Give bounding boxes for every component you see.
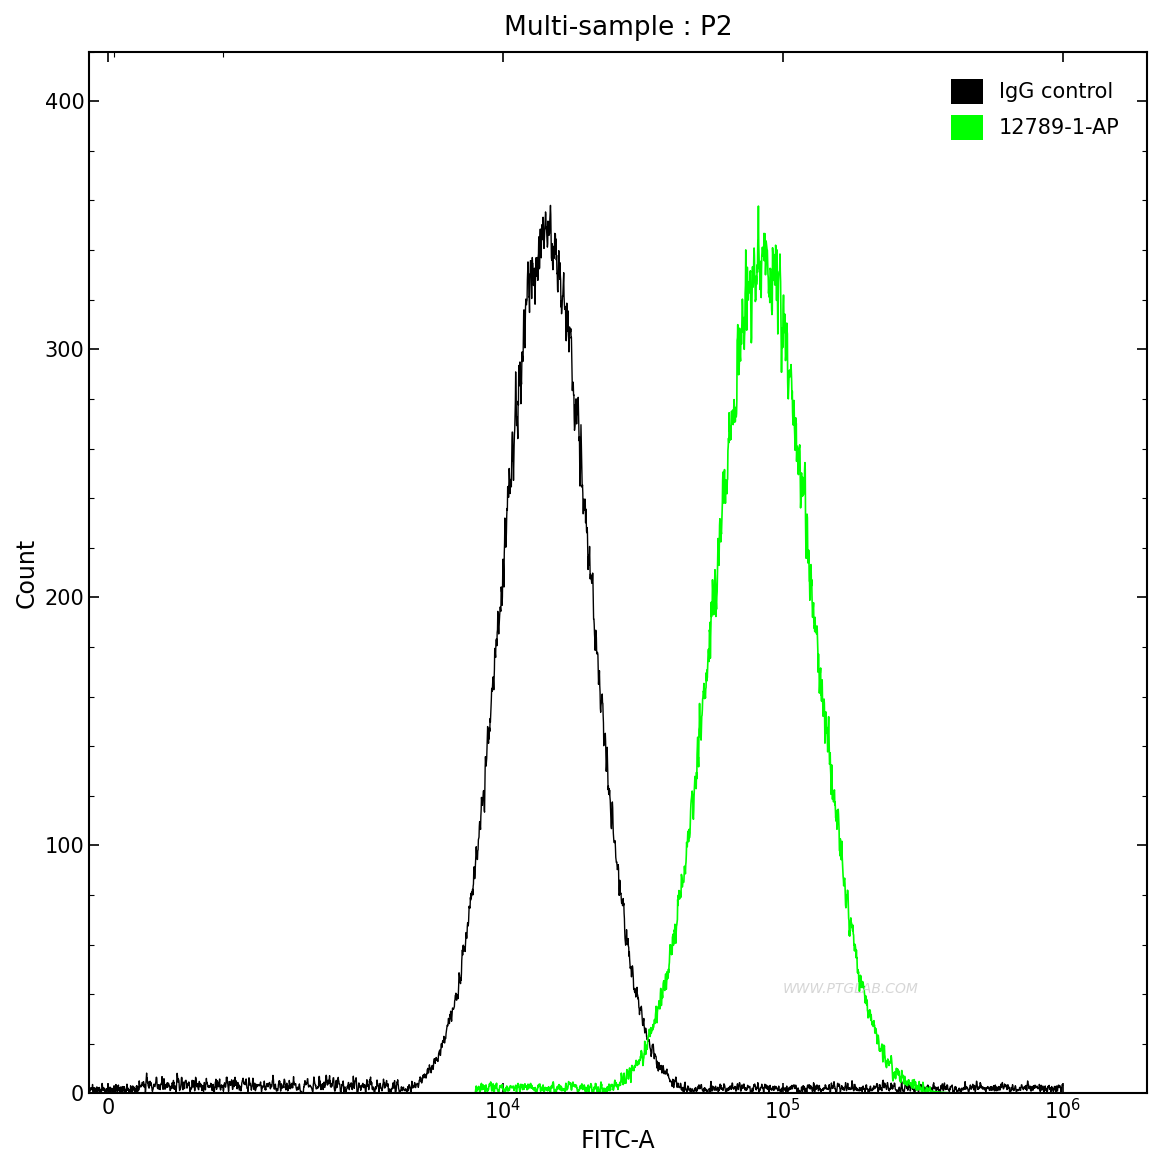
IgG control [290,1082,304,1096]
12789-1-AP [290,1086,304,1100]
12789-1-AP [985,1086,999,1100]
IgG control [963,1080,977,1094]
IgG control [985,1083,999,1097]
12789-1-AP [752,199,766,213]
Y-axis label: Count: Count [15,537,40,607]
12789-1-AP [272,1086,286,1100]
12789-1-AP [637,1051,651,1065]
IgG control [83,1079,96,1093]
X-axis label: FITC-A: FITC-A [581,1129,655,1153]
12789-1-AP [962,1086,976,1100]
Line: 12789-1-AP: 12789-1-AP [89,206,1063,1093]
Legend: IgG control, 12789-1-AP: IgG control, 12789-1-AP [934,62,1136,157]
IgG control [1056,1078,1070,1092]
IgG control [138,1086,152,1100]
12789-1-AP [1056,1086,1070,1100]
IgG control [272,1077,286,1091]
IgG control [544,199,558,213]
IgG control [638,1021,652,1035]
Text: WWW.PTGLAB.COM: WWW.PTGLAB.COM [783,982,919,996]
IgG control [1032,1080,1046,1094]
12789-1-AP [1032,1086,1046,1100]
Line: IgG control: IgG control [89,206,1063,1093]
12789-1-AP [83,1086,96,1100]
Title: Multi-sample : P2: Multi-sample : P2 [504,15,732,41]
